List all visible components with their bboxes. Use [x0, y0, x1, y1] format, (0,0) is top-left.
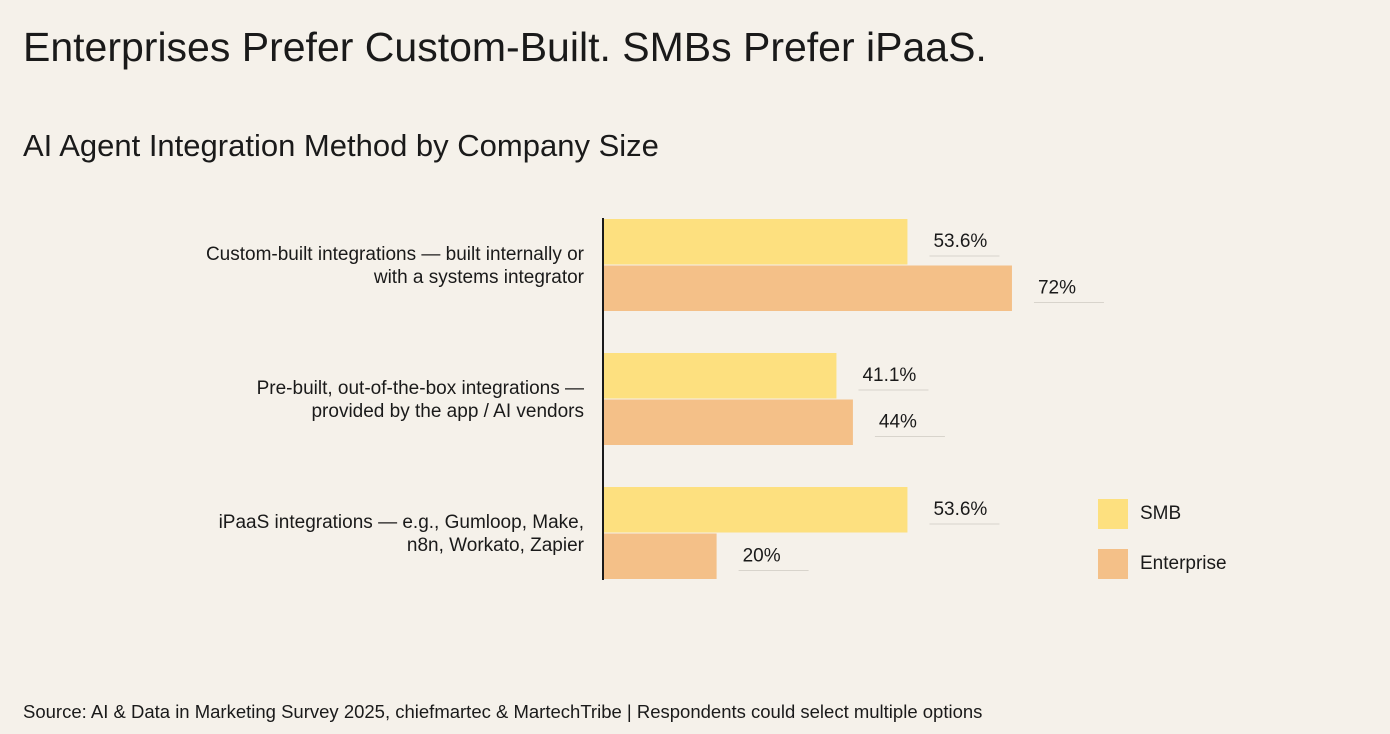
legend-label: Enterprise — [1140, 553, 1227, 574]
page-title: Enterprises Prefer Custom-Built. SMBs Pr… — [23, 24, 987, 70]
category-label: iPaaS integrations — e.g., Gumloop, Make… — [218, 511, 584, 556]
legend-swatch — [1098, 499, 1128, 529]
bar — [603, 353, 837, 399]
chart-subtitle: AI Agent Integration Method by Company S… — [23, 128, 659, 163]
value-label: 44% — [879, 412, 917, 433]
category-label: Custom-built integrations — built intern… — [205, 243, 584, 288]
value-label: 53.6% — [933, 499, 987, 520]
category-label: Pre-built, out-of-the-box integrations —… — [256, 377, 584, 422]
source-note: Source: AI & Data in Marketing Survey 20… — [23, 701, 983, 722]
legend-swatch — [1098, 549, 1128, 579]
bar — [603, 219, 908, 265]
bar — [603, 487, 908, 533]
value-label: 41.1% — [862, 365, 916, 386]
bar — [603, 533, 717, 579]
legend-label: SMB — [1140, 503, 1181, 524]
bar — [603, 265, 1012, 311]
value-label: 53.6% — [933, 231, 987, 252]
value-label: 72% — [1038, 278, 1076, 299]
value-label: 20% — [743, 546, 781, 567]
bar — [603, 399, 853, 445]
